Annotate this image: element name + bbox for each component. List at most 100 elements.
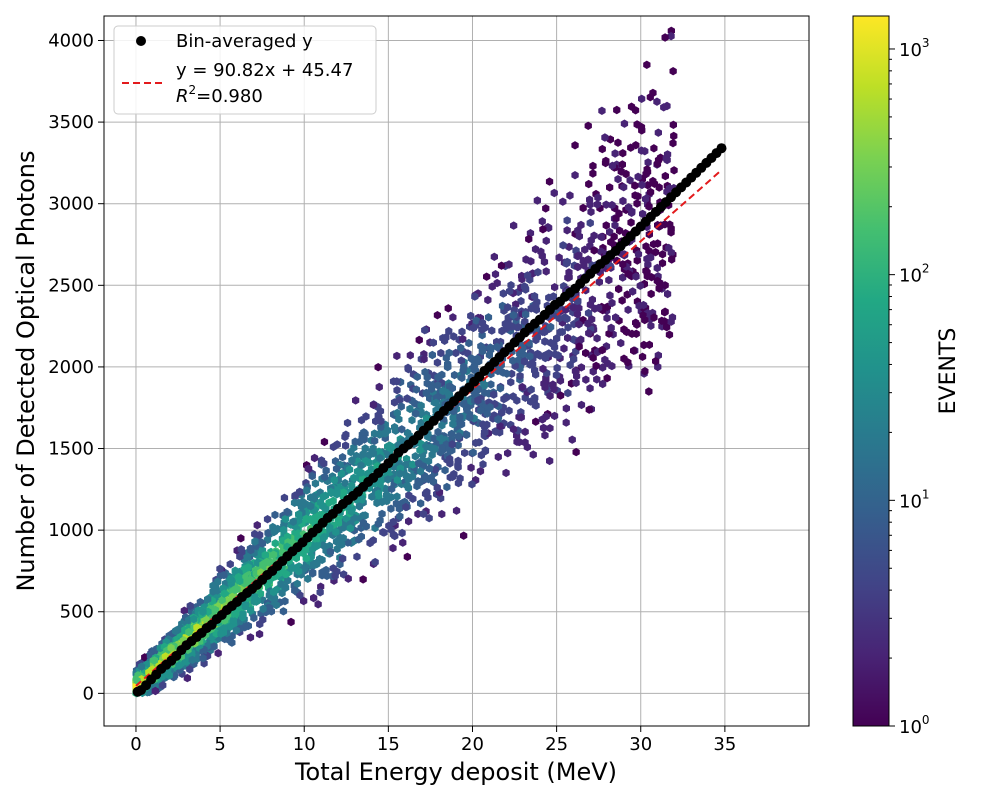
hexbin-cell: [403, 394, 411, 403]
hexbin-cell: [361, 444, 369, 453]
hexbin-cell: [593, 334, 601, 343]
hexbin-cell: [411, 452, 419, 461]
hexbin-cell: [529, 360, 537, 369]
hexbin-cell: [612, 313, 620, 322]
hexbin-cell: [449, 419, 457, 429]
hexbin-cell: [532, 417, 540, 426]
colorbar-tick-label: 101: [899, 487, 930, 512]
hexbin-cell: [485, 350, 493, 360]
hexbin-cell: [216, 564, 224, 573]
hexbin-cell: [641, 367, 649, 376]
hexbin-cell: [534, 268, 542, 277]
hexbin-cell: [137, 662, 146, 671]
hexbin-cell: [226, 560, 234, 569]
hexbin-cell: [587, 207, 595, 217]
hexbin-cell: [456, 474, 464, 483]
y-tick-label: 500: [60, 602, 94, 623]
legend-box: [113, 25, 377, 115]
hexbin-cell: [631, 191, 639, 200]
colorbar-ticks: 100 101 102 103: [889, 36, 930, 738]
hexbin-cell: [379, 528, 387, 537]
hexbin-cell: [308, 471, 316, 481]
legend-points-label: Bin-averaged y: [176, 31, 313, 52]
hexbin-cell: [415, 459, 423, 468]
hexbin-cell: [607, 323, 615, 332]
hexbin-cell: [486, 402, 494, 412]
hexbin-cell: [326, 523, 334, 532]
hexbin-cell: [341, 478, 349, 488]
hexbin-cell: [629, 287, 637, 296]
hexbin-cell: [357, 468, 365, 477]
hexbin-cell: [584, 121, 592, 130]
hexbin-cell: [429, 338, 437, 347]
hexbin-cell: [504, 449, 512, 458]
hexbin-cell: [434, 381, 442, 390]
hexbin-cell: [404, 365, 412, 374]
hexbin-cell: [469, 448, 477, 457]
hexbin-cell: [647, 187, 655, 197]
hexbin-cell: [296, 591, 304, 600]
hexbin-cell: [425, 464, 433, 473]
hexbin-cell: [529, 450, 537, 459]
hexbin-cell: [310, 593, 318, 603]
hexbin-cell: [619, 260, 627, 269]
hexbin-cell: [247, 546, 255, 555]
hexbin-cell: [261, 550, 269, 560]
hexbin-cell: [459, 366, 467, 375]
hexbin-cell: [525, 234, 533, 244]
hexbin-cell: [653, 97, 661, 106]
hexbin-cell: [608, 361, 616, 371]
hexbin-cell: [580, 261, 588, 270]
hexbin-cell: [560, 344, 568, 353]
hexbin-cell: [461, 448, 469, 458]
hexbin-cell: [387, 504, 395, 513]
hexbin-cell: [389, 543, 397, 553]
hexbin-cell: [645, 202, 653, 211]
colorbar-tick-label: 100: [899, 713, 930, 738]
hexbin-cell: [210, 642, 218, 651]
hexbin-cell: [312, 535, 320, 544]
hexbin-cell: [522, 310, 530, 319]
hexbin-cell: [521, 427, 529, 436]
hexbin-cell: [327, 487, 335, 497]
hexbin-cell: [420, 355, 428, 364]
hexbin-cell: [611, 149, 619, 158]
hexbin-cell: [594, 193, 602, 202]
hexbin-cell: [526, 352, 534, 361]
hexbin-cell: [423, 487, 431, 497]
hexbin-cell: [553, 334, 561, 343]
hexbin-cell: [352, 396, 360, 405]
hexbin-cell: [579, 203, 587, 213]
hexbin-cell: [571, 171, 579, 180]
hexbin-cell: [472, 316, 480, 325]
hexbin-cell: [655, 183, 663, 192]
hexbin-cell: [448, 440, 456, 449]
hexbin-cell: [575, 320, 583, 329]
hexbin-cell: [571, 366, 579, 376]
hexbin-cell: [150, 656, 158, 665]
hexbin-cell: [180, 606, 188, 615]
hexbin-cell: [289, 517, 297, 526]
hexbin-cell: [281, 514, 290, 524]
hexbin-cell: [509, 311, 518, 320]
hexbin-cell: [412, 385, 420, 394]
hexbin-cell: [360, 435, 368, 444]
hexbin-cell: [333, 567, 341, 576]
hexbin-cell: [608, 298, 616, 308]
hexbin-cell: [309, 569, 317, 578]
hexbin-cell: [403, 428, 412, 438]
hexbin-cell: [546, 456, 554, 466]
data-point: [716, 143, 727, 154]
hexbin-cell: [542, 236, 550, 245]
hexbin-cell: [615, 284, 623, 294]
hexbin-cell: [644, 181, 652, 190]
hexbin-cell: [639, 209, 647, 219]
hexbin-cell: [393, 475, 401, 485]
hexbin-cell: [575, 337, 583, 346]
hexbin-cell: [582, 375, 590, 384]
hexbin-cell: [624, 305, 632, 314]
hexbin-cell: [484, 313, 493, 322]
hexbin-cell: [173, 626, 182, 635]
legend-r2-value: =0.980: [196, 86, 263, 107]
